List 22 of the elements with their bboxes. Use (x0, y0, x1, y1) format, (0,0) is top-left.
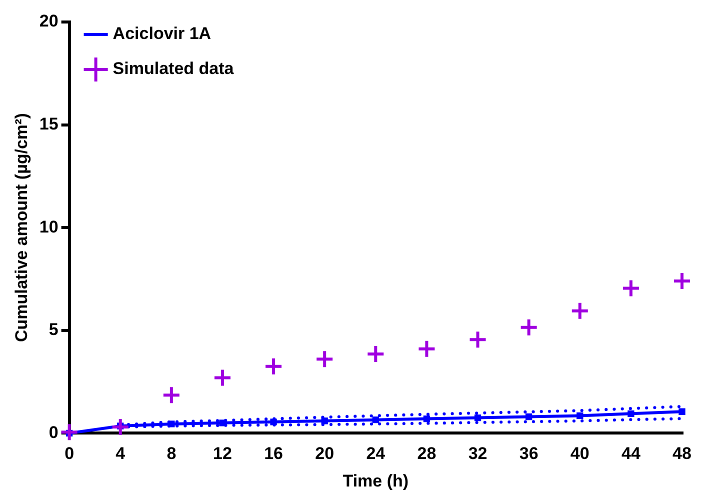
x-tick-label: 36 (519, 444, 538, 464)
x-tick-label: 44 (621, 444, 641, 464)
y-tick-label: 20 (39, 12, 58, 31)
y-tick-label: 15 (39, 114, 58, 134)
x-tick-label: 8 (166, 444, 176, 464)
legend-label: Aciclovir 1A (112, 24, 212, 44)
x-tick-label: 32 (468, 444, 488, 464)
x-tick-label: 12 (213, 444, 232, 464)
y-axis-title: Cumulative amount (µg/cm²) (12, 113, 31, 342)
x-tick-label: 20 (315, 444, 334, 464)
x-tick-label: 24 (366, 444, 386, 464)
x-tick-label: 0 (64, 444, 74, 464)
x-axis-title: Time (h) (342, 471, 409, 490)
y-tick-label: 5 (48, 320, 58, 340)
x-tick-label: 28 (417, 444, 436, 464)
x-tick-label: 40 (570, 444, 590, 464)
x-tick-label: 16 (264, 444, 283, 464)
x-tick-label: 4 (116, 444, 126, 464)
legend-label: Simulated data (112, 59, 234, 78)
y-tick-label: 10 (39, 217, 58, 236)
y-tick-label: 0 (48, 422, 58, 442)
x-tick-label: 48 (672, 444, 692, 464)
